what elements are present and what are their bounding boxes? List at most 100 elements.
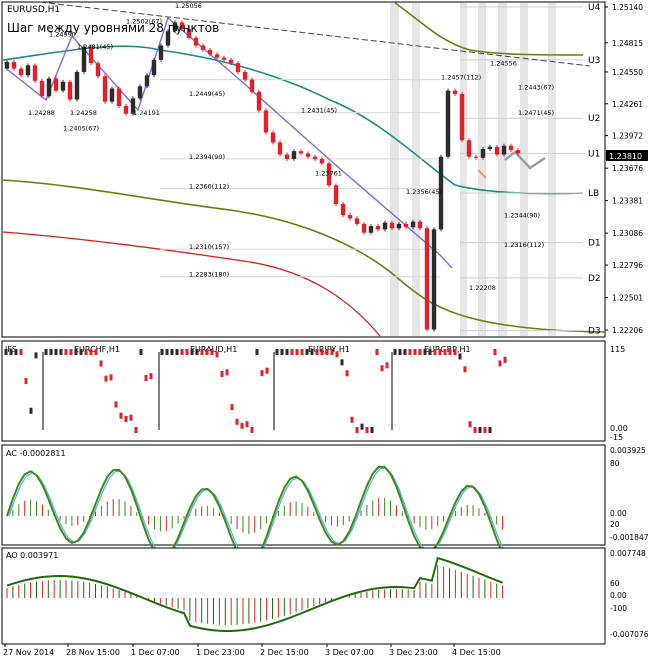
- price-tick-label-1: 1.25140: [612, 3, 643, 12]
- candle-body-57: [396, 223, 402, 229]
- ifs-bar-5-3: [403, 349, 407, 355]
- level-tag-u2: U2: [588, 114, 600, 124]
- ac-axis-label-3: 0.00: [610, 509, 627, 518]
- ifs-bar-2-5: [64, 349, 68, 355]
- level-tag-u4: U4: [588, 3, 601, 13]
- ifs-bar-3-17: [240, 422, 244, 429]
- ao-axis-label-5: -0.007076: [610, 630, 649, 639]
- candle-body-24: [165, 31, 171, 46]
- ifs-pane: IFS EURCHF,H1 EURAUD,H1 EURJPY,H1 EURGBP…: [1, 340, 628, 442]
- time-label-4: 1 Dec 23:00: [196, 648, 245, 657]
- ifs-bar-4-22: [380, 365, 384, 372]
- ifs-bar-5-1: [393, 349, 397, 355]
- candle-body-61: [424, 228, 430, 330]
- time-label-2: 28 Nov 15:00: [66, 648, 120, 657]
- ifs-pair-2: EURAUD,H1: [190, 345, 237, 354]
- candle-body-56: [389, 222, 395, 229]
- ifs-bar-4-11: [325, 349, 329, 355]
- ifs-bar-5-10: [438, 349, 442, 355]
- candle-body-30: [207, 49, 213, 55]
- candle-body-21: [144, 75, 150, 87]
- ac-axis-label-5: -0.001847: [610, 533, 649, 542]
- current-price-value: 1.23810: [609, 152, 642, 161]
- moving-averages: [2, 2, 606, 337]
- ifs-bar-4-1: [275, 349, 279, 355]
- level-tag-d1: D1: [588, 239, 601, 249]
- swing-label-7: 1.24191: [133, 109, 160, 117]
- candle-body-16: [109, 88, 115, 102]
- candles: [4, 20, 521, 332]
- level-tag-d2: D2: [588, 274, 601, 284]
- swing-label-20: 1.2471(45): [518, 109, 554, 117]
- ifs-axis-top: 115: [610, 345, 625, 354]
- candle-body-72: [501, 145, 507, 155]
- candle-body-28: [193, 37, 199, 46]
- ifs-bar-3-2: [165, 349, 169, 355]
- ifs-bar-3-20: [255, 349, 259, 355]
- ifs-bar-3-13: [220, 370, 224, 377]
- candle-body-68: [473, 156, 479, 158]
- session-band-3: [460, 3, 467, 336]
- ifs-bar-5-20: [488, 427, 492, 433]
- ifs-bar-1-1: [4, 349, 8, 355]
- ifs-mini-charts: [4, 349, 507, 433]
- ac-axis-label-1: 0.003925: [610, 446, 646, 455]
- ao-label: AO 0.003971: [6, 551, 58, 560]
- time-label-8: 4 Dec 15:00: [452, 648, 501, 657]
- ifs-bar-4-8: [310, 349, 314, 355]
- ifs-bar-5-11: [443, 349, 447, 355]
- ifs-bar-2-6: [69, 349, 73, 355]
- price-tick-label-10: 1.22501: [612, 294, 643, 303]
- swing-label-21: 1.2344(90): [504, 211, 540, 219]
- ifs-bar-2-18: [129, 414, 133, 421]
- ifs-bar-5-2: [398, 349, 402, 355]
- candle-body-54: [375, 226, 381, 230]
- swing-label-18: 1.2457(112): [441, 74, 481, 82]
- price-axis: 1.25140 1.24815 1.24550 1.24261 1.23972 1.236…: [605, 3, 643, 335]
- ifs-bar-3-4: [175, 349, 179, 355]
- price-tick-label-7: 1.23381: [612, 197, 643, 206]
- swing-label-4: 1.2481(45): [77, 43, 113, 51]
- ifs-axis-bottom: -15: [610, 433, 623, 442]
- ac-pane: AC -0.0002811 0.003925 80 0.00 20 -0.001847: [1, 444, 649, 566]
- ifs-bar-4-21: [375, 349, 379, 355]
- price-tick-label-4: 1.24261: [612, 100, 643, 109]
- candle-body-38: [263, 110, 269, 133]
- ifs-bar-3-1: [160, 349, 164, 355]
- candle-body-64: [445, 90, 451, 157]
- session-band-1: [390, 3, 399, 336]
- session-band-4: [478, 3, 486, 336]
- candle-body-46: [319, 158, 325, 164]
- ifs-bar-1-2: [9, 349, 13, 355]
- candle-body-50: [347, 215, 353, 219]
- swing-label-11: 1.2394(90): [189, 153, 225, 161]
- ifs-bar-1-4: [19, 349, 23, 355]
- ifs-bar-3-10: [205, 349, 209, 355]
- ma-red-line: [2, 231, 381, 337]
- ifs-bar-3-19: [250, 427, 254, 433]
- ao-pane: AO 0.003971 0.007748 60 0.00 -100 -0.007076: [1, 547, 649, 645]
- candle-body-14: [95, 63, 101, 77]
- ifs-bar-2-22: [149, 373, 153, 380]
- session-band-7: [548, 3, 556, 336]
- candle-body-47: [326, 163, 332, 186]
- price-tick-label-9: 1.22796: [612, 261, 643, 270]
- level-tag-lb: LB: [588, 189, 599, 199]
- ifs-bar-2-10: [89, 349, 93, 355]
- candle-body-48: [333, 185, 339, 205]
- ifs-bar-4-9: [315, 349, 319, 355]
- ifs-bar-5-7: [423, 349, 427, 355]
- candle-body-6: [39, 80, 45, 97]
- ifs-bar-2-9: [84, 349, 88, 355]
- ifs-bar-2-17: [124, 415, 128, 422]
- ifs-bar-3-14: [225, 369, 229, 376]
- session-band-2: [412, 3, 420, 336]
- ifs-pair-3: EURJPY,H1: [308, 345, 350, 354]
- ifs-bar-4-12: [330, 349, 334, 355]
- ifs-bar-5-12: [448, 349, 452, 355]
- forecast-orange-path: [477, 169, 487, 179]
- candle-body-25: [172, 22, 178, 32]
- candle-body-59: [410, 221, 416, 228]
